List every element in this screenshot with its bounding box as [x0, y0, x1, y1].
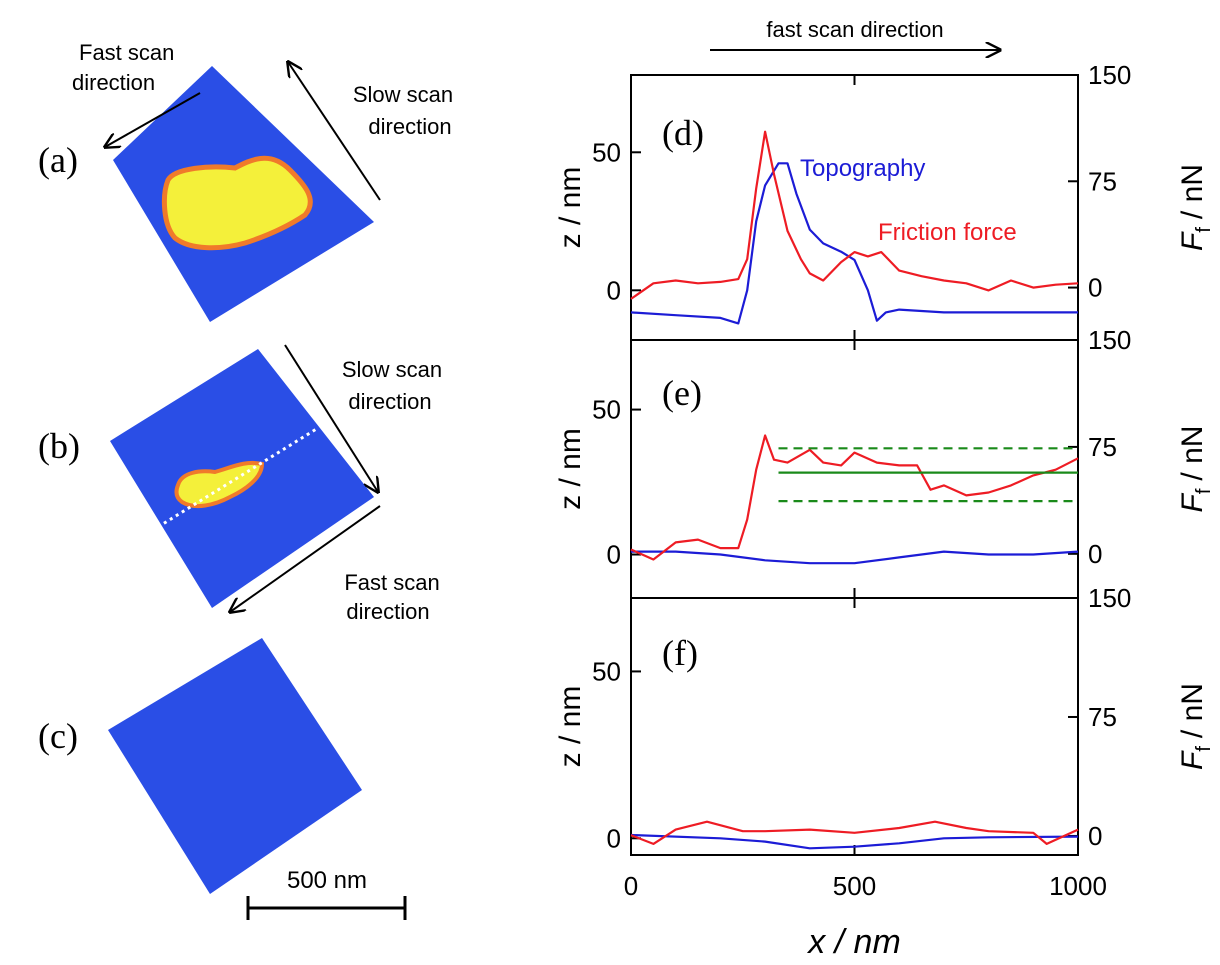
- y2-tick-label: 150: [1088, 583, 1131, 613]
- annotation: direction: [368, 114, 451, 139]
- y-tick-label: 50: [592, 656, 621, 686]
- x-tick-label: 0: [624, 871, 638, 901]
- series-label: Friction force: [878, 219, 1017, 246]
- y-tick-label: 0: [607, 275, 621, 305]
- particle: [161, 155, 313, 251]
- arrow: [288, 62, 381, 201]
- y2-tick-label: 75: [1088, 432, 1117, 462]
- y-tick-label: 50: [592, 137, 621, 167]
- arrow: [230, 505, 381, 612]
- y2-tick-label: 0: [1088, 273, 1102, 303]
- x-axis-label: x / nm: [806, 923, 901, 960]
- arrow: [284, 344, 378, 492]
- annotation: direction: [346, 599, 429, 624]
- series-line: [630, 434, 1079, 561]
- series-label: Topography: [800, 155, 925, 182]
- series-line: [630, 833, 1079, 850]
- x-tick-label: 1000: [1049, 871, 1107, 901]
- y2-axis-label: Ff / nN: [1176, 164, 1215, 251]
- y2-label-unit: / nN: [1176, 164, 1209, 219]
- y-tick-label: 0: [607, 540, 621, 570]
- y-axis-label: z / nm: [554, 686, 587, 768]
- plot-frame: [630, 597, 1079, 856]
- series-line: [630, 162, 1078, 325]
- series-line: [630, 820, 1079, 845]
- annotation: direction: [348, 389, 431, 414]
- y2-tick-label: 75: [1088, 702, 1117, 732]
- annotation: Fast scan: [344, 570, 439, 595]
- series-line: [631, 550, 1079, 565]
- annotation: direction: [72, 70, 155, 95]
- y2-tick-label: 150: [1088, 325, 1131, 355]
- profile-line: [157, 426, 319, 529]
- scale-label: 500 nm: [287, 867, 367, 894]
- y2-label-symbol: F: [1176, 750, 1209, 770]
- panel-label: (d): [662, 113, 704, 153]
- y2-axis-label: Ff / nN: [1176, 683, 1215, 770]
- y2-label-subscript: f: [1193, 488, 1215, 494]
- series-line: [630, 130, 1079, 300]
- x-tick-label: 500: [833, 871, 876, 901]
- y-tick-label: 50: [592, 395, 621, 425]
- y2-label-symbol: F: [1176, 492, 1209, 512]
- y2-label-unit: / nN: [1176, 683, 1209, 738]
- panel-label: (c): [38, 716, 78, 756]
- y2-tick-label: 0: [1088, 821, 1102, 851]
- y-axis-label: z / nm: [554, 428, 587, 510]
- y2-tick-label: 0: [1088, 539, 1102, 569]
- afm-image-c: [108, 638, 362, 894]
- annotation: Fast scan: [79, 40, 174, 65]
- panel-label: (f): [662, 633, 698, 673]
- arrow: [105, 92, 201, 147]
- panel-label: (a): [38, 140, 78, 180]
- y2-label-subscript: f: [1193, 746, 1215, 752]
- panel-label: (b): [38, 426, 80, 466]
- y2-label-symbol: F: [1176, 231, 1209, 251]
- annotation: fast scan direction: [766, 17, 943, 42]
- annotation: Slow scan: [353, 82, 453, 107]
- y2-axis-label: Ff / nN: [1176, 426, 1215, 513]
- particle: [174, 461, 265, 509]
- panel-label: (e): [662, 373, 702, 413]
- y2-label-subscript: f: [1193, 227, 1215, 233]
- annotation: Slow scan: [342, 357, 442, 382]
- y2-tick-label: 75: [1088, 166, 1117, 196]
- y2-label-unit: / nN: [1176, 426, 1209, 481]
- y-tick-label: 0: [607, 823, 621, 853]
- y2-tick-label: 150: [1088, 60, 1131, 90]
- y-axis-label: z / nm: [554, 167, 587, 249]
